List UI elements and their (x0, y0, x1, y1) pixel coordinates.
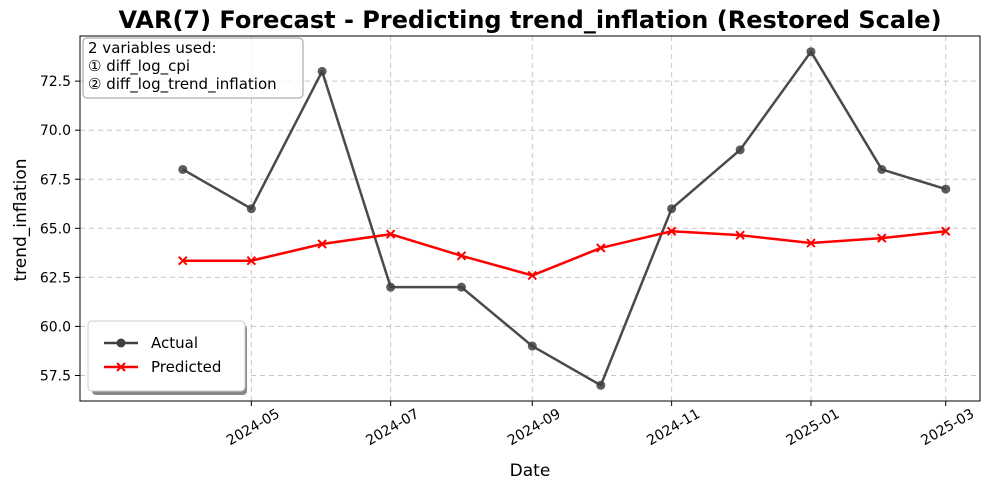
x-axis-label: Date (510, 461, 551, 481)
actual-point (877, 164, 887, 174)
predicted-point (178, 255, 188, 266)
actual-point (806, 47, 816, 57)
x-tick-label: 2025-03 (918, 406, 977, 449)
actual-point (735, 145, 745, 155)
chart-title: VAR(7) Forecast - Predicting trend_infla… (118, 6, 941, 34)
y-tick-label: 67.5 (40, 172, 71, 188)
actual-series-line (182, 50, 947, 387)
predicted-point (941, 226, 951, 236)
variables-note-line-2: ② diff_log_trend_inflation (88, 75, 277, 94)
actual-point (386, 282, 396, 292)
variables-note-line-1: ① diff_log_cpi (88, 57, 190, 76)
predicted-point (385, 229, 396, 239)
actual-point (527, 341, 537, 351)
x-tick-label: 2024-05 (224, 406, 283, 449)
predicted-point (246, 255, 257, 266)
actual-point (596, 380, 606, 390)
predicted-point (806, 238, 816, 248)
x-tick-label: 2024-09 (505, 406, 564, 449)
y-tick-label: 65.0 (40, 221, 71, 237)
actual-point (178, 164, 188, 174)
series-layer (178, 47, 951, 390)
legend-actual-marker (116, 338, 126, 348)
x-tick-label: 2025-01 (784, 406, 843, 449)
actual-point (456, 282, 466, 292)
x-tick-label: 2024-11 (644, 406, 703, 449)
actual-point (317, 66, 327, 76)
plot-frame (79, 35, 981, 402)
variables-note-heading: 2 variables used: (88, 39, 217, 57)
predicted-point (527, 270, 537, 281)
legend-item-actual: Actual (104, 334, 198, 352)
actual-point (667, 204, 677, 214)
legend-item-predicted: Predicted (104, 358, 221, 376)
predicted-point (456, 251, 467, 261)
predicted-point (317, 239, 327, 249)
variables-note-box (82, 37, 304, 99)
legend: Actual Predicted (87, 320, 247, 395)
y-axis-label: trend_inflation (11, 159, 31, 282)
y-tick-label: 62.5 (40, 270, 71, 286)
actual-point (246, 204, 256, 214)
legend-box (87, 320, 246, 392)
x-tick-label: 2024-07 (363, 406, 422, 449)
y-tick-label: 70.0 (40, 123, 71, 139)
actual-point (941, 184, 951, 194)
predicted-series-line (182, 230, 946, 277)
y-tick-label: 72.5 (40, 74, 71, 90)
legend-actual-label: Actual (151, 334, 198, 352)
predicted-point (596, 243, 606, 253)
legend-predicted-marker (116, 362, 126, 372)
predicted-point (735, 230, 745, 240)
y-tick-label: 57.5 (40, 368, 71, 384)
y-tick-label: 60.0 (40, 319, 71, 335)
variables-note: 2 variables used: ① diff_log_cpi ② diff_… (82, 37, 304, 99)
legend-predicted-label: Predicted (151, 358, 221, 376)
predicted-point (666, 226, 677, 236)
predicted-point (877, 233, 887, 243)
